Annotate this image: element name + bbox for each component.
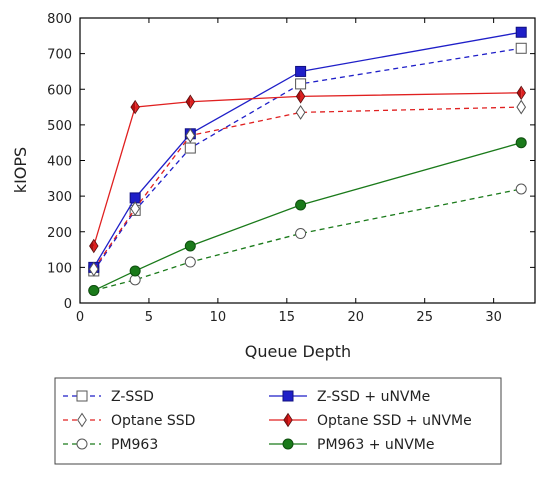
- legend-marker: [76, 390, 88, 402]
- legend-item-optane-ssd: Optane SSD: [63, 412, 195, 429]
- legend-label: Optane SSD + uNVMe: [317, 413, 472, 429]
- plot-frame: [79, 17, 536, 304]
- y-tick-label: 200: [47, 226, 72, 241]
- data-point-optane-ssd-plus-unvme: [130, 99, 140, 115]
- y-tick-label: 100: [47, 261, 72, 276]
- data-point-z-ssd: [295, 78, 307, 90]
- legend-item-pm963-plus-unvme: PM963 + uNVMe: [269, 437, 435, 453]
- series-z-ssd-plus-unvme: [88, 26, 527, 273]
- x-tick-label: 20: [347, 310, 364, 325]
- data-point-optane-ssd: [88, 261, 99, 277]
- x-tick-label: 30: [485, 310, 502, 325]
- data-point-pm963: [295, 228, 307, 240]
- legend-item-pm963: PM963: [63, 437, 158, 453]
- data-point-optane-ssd-plus-unvme: [89, 238, 99, 254]
- legend-item-optane-ssd-plus-unvme: Optane SSD + uNVMe: [269, 412, 472, 429]
- series-line-z-ssd-plus-unvme: [93, 31, 522, 268]
- legend-marker: [283, 412, 293, 428]
- series-optane-ssd-plus-unvme: [89, 85, 526, 254]
- series-line-optane-ssd: [93, 106, 522, 270]
- data-point-pm963-plus-unvme: [184, 240, 196, 252]
- y-tick-label: 600: [47, 83, 72, 98]
- data-point-z-ssd: [184, 142, 196, 154]
- legend: Z-SSD Optane SSD PM963 Z-SSD + uNVMe Optane …: [54, 377, 502, 465]
- y-tick-label: 300: [47, 190, 72, 205]
- legend-label: Z-SSD: [111, 389, 154, 405]
- series-layer: [88, 26, 527, 297]
- legend-item-z-ssd: Z-SSD: [63, 389, 154, 405]
- data-point-pm963: [184, 256, 196, 268]
- legend-marker: [282, 438, 294, 450]
- x-tick-label: 25: [416, 310, 433, 325]
- series-pm963: [88, 183, 527, 297]
- legend-item-z-ssd-plus-unvme: Z-SSD + uNVMe: [269, 389, 430, 405]
- data-point-optane-ssd: [295, 104, 306, 120]
- data-point-optane-ssd: [130, 201, 140, 217]
- y-tick-label: 800: [47, 12, 72, 27]
- series-pm963-plus-unvme: [88, 137, 527, 297]
- series-line-pm963-plus-unvme: [93, 142, 522, 292]
- data-point-pm963-plus-unvme: [295, 199, 307, 211]
- legend-marker: [77, 412, 87, 428]
- legend-marker: [76, 438, 88, 450]
- y-tick-label: 700: [47, 48, 72, 63]
- y-tick-label: 400: [47, 155, 72, 170]
- data-point-optane-ssd-plus-unvme: [295, 89, 306, 104]
- data-point-optane-ssd-plus-unvme: [516, 85, 526, 101]
- data-point-pm963-plus-unvme: [88, 285, 100, 297]
- legend-label: PM963 + uNVMe: [317, 437, 435, 453]
- legend-box: [54, 377, 502, 465]
- x-tick-label: 10: [210, 310, 227, 325]
- legend-label: Z-SSD + uNVMe: [317, 389, 430, 405]
- data-point-optane-ssd: [185, 128, 196, 143]
- data-point-z-ssd-plus-unvme: [295, 65, 307, 77]
- data-point-z-ssd: [515, 42, 527, 54]
- x-tick-label: 0: [76, 310, 84, 325]
- data-point-pm963: [515, 183, 527, 195]
- series-line-optane-ssd-plus-unvme: [93, 92, 522, 247]
- data-point-pm963-plus-unvme: [515, 137, 527, 149]
- data-point-optane-ssd: [516, 99, 527, 115]
- data-point-optane-ssd-plus-unvme: [185, 94, 196, 109]
- legend-label: PM963: [111, 437, 158, 453]
- y-tick-label: 500: [47, 119, 72, 134]
- series-optane-ssd: [88, 99, 527, 277]
- x-axis-title: Queue Depth: [245, 342, 351, 361]
- y-axis-title: kIOPS: [11, 147, 30, 193]
- legend-label: Optane SSD: [111, 413, 195, 429]
- x-tick-label: 15: [279, 310, 296, 325]
- series-line-pm963: [93, 188, 522, 292]
- y-tick-label: 0: [64, 297, 72, 312]
- x-tick-label: 5: [145, 310, 153, 325]
- data-point-pm963-plus-unvme: [129, 265, 141, 277]
- legend-marker: [282, 390, 294, 402]
- series-line-z-ssd: [93, 47, 522, 272]
- data-point-z-ssd-plus-unvme: [515, 26, 527, 38]
